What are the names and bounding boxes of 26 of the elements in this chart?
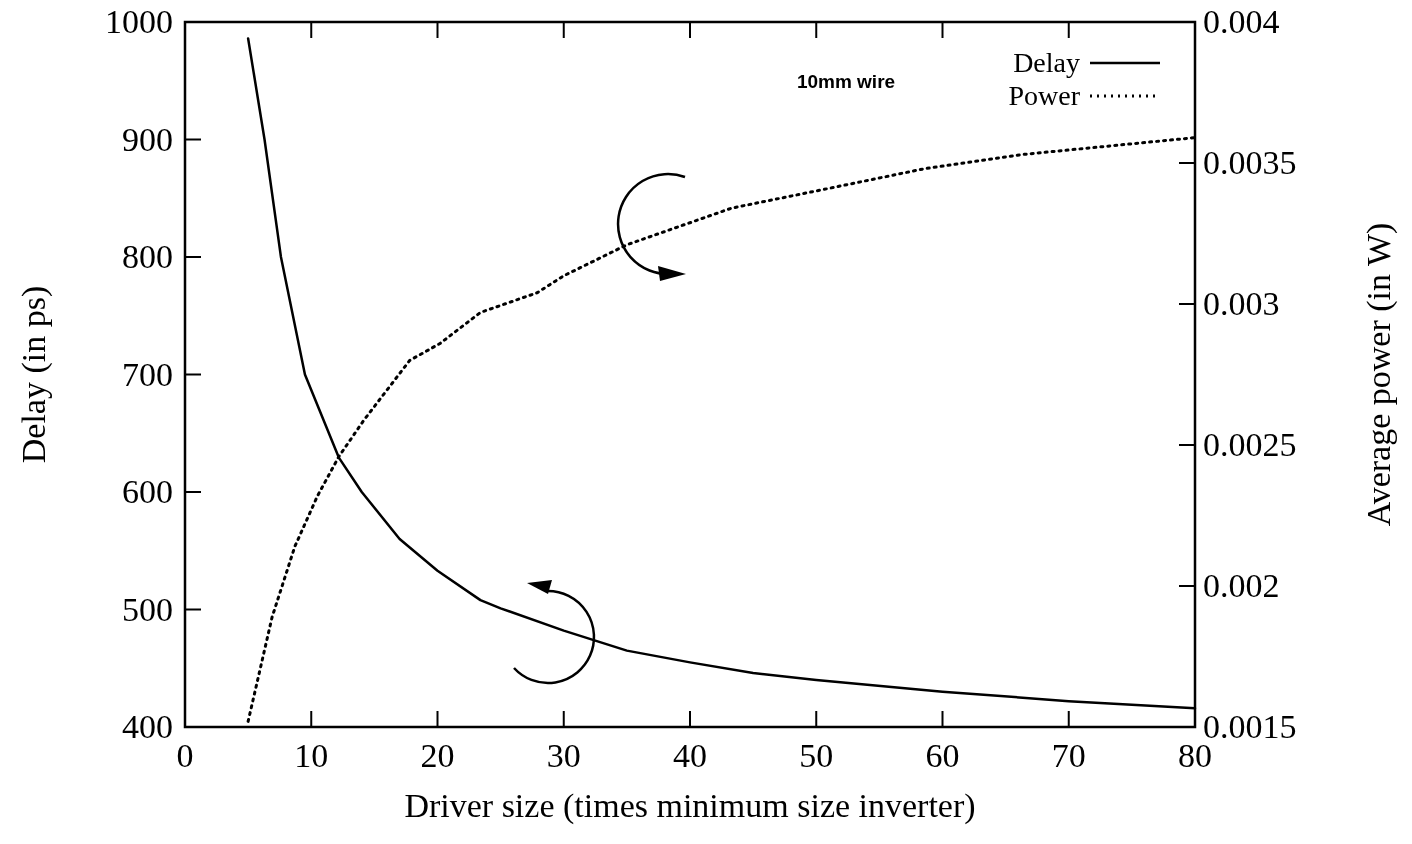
y2-tick-label: 0.002 bbox=[1203, 567, 1280, 604]
y2-axis-title: Average power (in W) bbox=[1360, 222, 1398, 527]
y-tick-label: 600 bbox=[122, 473, 173, 510]
x-tick-label: 40 bbox=[673, 737, 707, 774]
y-tick-label: 900 bbox=[122, 120, 173, 158]
y2-tick-label: 0.004 bbox=[1203, 3, 1280, 40]
annotation: 10mm wire bbox=[796, 71, 896, 92]
x-axis-title: Driver size (times minimum size inverter) bbox=[404, 787, 976, 825]
x-tick-label: 70 bbox=[1051, 737, 1086, 774]
y-tick-label: 500 bbox=[122, 590, 173, 628]
x-tick-label: 30 bbox=[546, 737, 581, 774]
y-tick-label: 400 bbox=[122, 708, 173, 745]
x-tick-label: 20 bbox=[420, 737, 455, 774]
x-tick-label: 50 bbox=[799, 737, 834, 774]
y-tick-label: 800 bbox=[122, 238, 173, 275]
y2-tick-label: 0.003 bbox=[1203, 285, 1280, 322]
y-tick-label: 700 bbox=[122, 355, 173, 393]
x-tick-label: 60 bbox=[925, 737, 960, 774]
legend-label: Delay bbox=[1013, 47, 1080, 78]
x-tick-label: 0 bbox=[176, 737, 194, 774]
y2-tick-label: 0.0035 bbox=[1203, 144, 1297, 181]
y-axis-title: Delay (in ps) bbox=[15, 285, 53, 464]
y-tick-label: 1000 bbox=[105, 3, 173, 40]
legend-label: Power bbox=[1008, 80, 1081, 111]
x-tick-label: 10 bbox=[294, 737, 329, 774]
y2-tick-label: 0.0025 bbox=[1203, 426, 1297, 463]
